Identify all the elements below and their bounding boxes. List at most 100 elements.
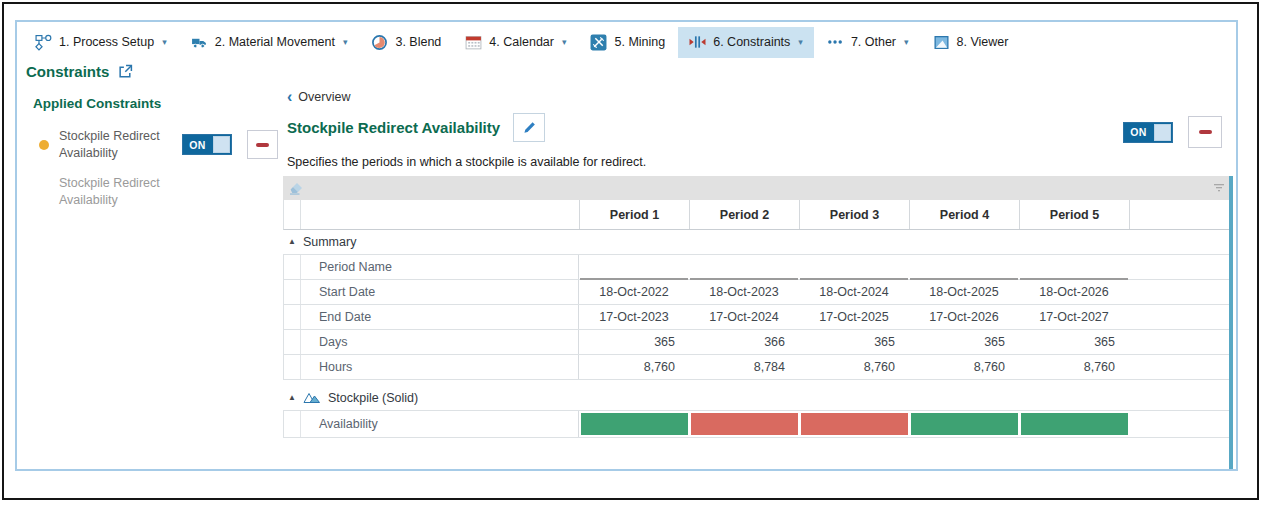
- chevron-down-icon: ▾: [798, 37, 803, 47]
- period-name-cell[interactable]: [909, 255, 1019, 279]
- collapse-triangle-icon[interactable]: ▲: [288, 238, 296, 246]
- tab-other[interactable]: 7. Other ▾: [816, 27, 920, 58]
- chevron-down-icon: ▾: [162, 37, 167, 47]
- column-header-period-1[interactable]: Period 1: [579, 200, 689, 229]
- start-date-cell[interactable]: 18-Oct-2025: [909, 280, 1019, 304]
- availability-cell[interactable]: [581, 413, 688, 435]
- end-date-cell[interactable]: 17-Oct-2024: [689, 305, 799, 329]
- availability-cell[interactable]: [691, 413, 798, 435]
- tab-constraints[interactable]: 6. Constraints ▾: [678, 27, 814, 58]
- constraint-description: Specifies the periods in which a stockpi…: [287, 155, 646, 169]
- constraint-on-toggle[interactable]: ON: [182, 134, 232, 155]
- table-row-start-date: Start Date 18-Oct-2022 18-Oct-2023 18-Oc…: [283, 279, 1233, 304]
- grid-scrollbar[interactable]: [1229, 176, 1233, 469]
- tab-label: 2. Material Movement: [215, 35, 335, 49]
- edit-name-button[interactable]: [513, 113, 545, 142]
- row-label: Days: [301, 330, 579, 354]
- group-row-stockpile[interactable]: ▲ Stockpile (Solid): [283, 386, 1233, 410]
- table-row-period-name: Period Name: [283, 254, 1233, 279]
- grid-toolbar: [283, 176, 1233, 200]
- period-name-cell[interactable]: [579, 255, 689, 279]
- end-date-cell[interactable]: 17-Oct-2027: [1019, 305, 1129, 329]
- constraint-label: Stockpile Redirect Availability: [59, 128, 173, 162]
- tab-calendar[interactable]: 4. Calendar ▾: [454, 27, 577, 58]
- tab-mining[interactable]: 5. Mining: [579, 27, 676, 58]
- column-header-period-3[interactable]: Period 3: [799, 200, 909, 229]
- toggle-knob: [213, 136, 230, 153]
- table-row-availability: Availability: [283, 410, 1233, 438]
- start-date-cell[interactable]: 18-Oct-2022: [579, 280, 689, 304]
- tab-blend[interactable]: 3. Blend: [360, 27, 452, 58]
- tab-material-movement[interactable]: 2. Material Movement ▾: [180, 27, 359, 58]
- days-cell[interactable]: 365: [1019, 330, 1129, 354]
- start-date-cell[interactable]: 18-Oct-2026: [1019, 280, 1129, 304]
- toggle-knob: [1154, 124, 1171, 141]
- days-cell[interactable]: 366: [689, 330, 799, 354]
- constraints-icon: [689, 34, 706, 51]
- back-label: Overview: [298, 90, 350, 104]
- applied-constraint-item[interactable]: Stockpile Redirect Availability ON: [33, 128, 289, 162]
- end-date-cell[interactable]: 17-Oct-2026: [909, 305, 1019, 329]
- tab-viewer[interactable]: 8. Viewer: [922, 27, 1020, 58]
- blend-icon: [371, 34, 388, 51]
- days-cell[interactable]: 365: [909, 330, 1019, 354]
- tab-label: 4. Calendar: [489, 35, 554, 49]
- column-header-period-4[interactable]: Period 4: [909, 200, 1019, 229]
- minus-icon: [256, 143, 269, 147]
- pencil-icon: [522, 120, 537, 135]
- row-label: Availability: [301, 411, 579, 437]
- hours-cell[interactable]: 8,784: [689, 355, 799, 379]
- column-header-period-2[interactable]: Period 2: [689, 200, 799, 229]
- material-movement-icon: [191, 34, 208, 51]
- row-indicator-header: [284, 200, 301, 229]
- detail-controls: ON: [1123, 116, 1222, 148]
- hours-cell[interactable]: 8,760: [1019, 355, 1129, 379]
- column-header-period-5[interactable]: Period 5: [1019, 200, 1129, 229]
- days-cell[interactable]: 365: [579, 330, 689, 354]
- chevron-down-icon: ▾: [562, 37, 567, 47]
- applied-constraints-heading: Applied Constraints: [33, 96, 161, 111]
- period-name-cell[interactable]: [1019, 255, 1129, 279]
- group-label: Stockpile (Solid): [328, 391, 418, 405]
- group-row-summary[interactable]: ▲ Summary: [283, 230, 1233, 254]
- tab-process-setup[interactable]: 1. Process Setup ▾: [24, 27, 178, 58]
- hours-cell[interactable]: 8,760: [579, 355, 689, 379]
- tab-label: 6. Constraints: [713, 35, 790, 49]
- remove-constraint-button[interactable]: [247, 130, 278, 159]
- back-to-overview-link[interactable]: ‹ Overview: [287, 90, 350, 104]
- row-label: Start Date: [301, 280, 579, 304]
- tab-label: 1. Process Setup: [59, 35, 154, 49]
- availability-cell[interactable]: [1021, 413, 1128, 435]
- table-row-days: Days 365 366 365 365 365: [283, 329, 1233, 354]
- page-title: Constraints: [26, 63, 109, 80]
- ellipsis-icon: [827, 34, 844, 51]
- end-date-cell[interactable]: 17-Oct-2025: [799, 305, 909, 329]
- eraser-icon[interactable]: [288, 180, 304, 196]
- availability-cell[interactable]: [911, 413, 1018, 435]
- open-external-icon[interactable]: [118, 64, 133, 79]
- tab-label: 8. Viewer: [957, 35, 1009, 49]
- page-header: Constraints: [26, 63, 133, 80]
- tab-label: 7. Other: [851, 35, 896, 49]
- hours-cell[interactable]: 8,760: [799, 355, 909, 379]
- status-dot-icon: [39, 140, 49, 150]
- start-date-cell[interactable]: 18-Oct-2024: [799, 280, 909, 304]
- hours-cell[interactable]: 8,760: [909, 355, 1019, 379]
- end-date-cell[interactable]: 17-Oct-2023: [579, 305, 689, 329]
- trailing-column-header: [1129, 200, 1233, 229]
- remove-detail-button[interactable]: [1188, 116, 1222, 148]
- collapse-triangle-icon[interactable]: ▲: [288, 394, 296, 402]
- row-label: End Date: [301, 305, 579, 329]
- grid-header-row: Period 1 Period 2 Period 3 Period 4 Peri…: [283, 200, 1233, 230]
- row-label: Period Name: [301, 255, 579, 279]
- availability-cell[interactable]: [801, 413, 908, 435]
- constraint-item-ghost[interactable]: Stockpile Redirect Availability: [59, 175, 183, 209]
- days-cell[interactable]: 365: [799, 330, 909, 354]
- start-date-cell[interactable]: 18-Oct-2023: [689, 280, 799, 304]
- filter-icon[interactable]: [1213, 183, 1225, 193]
- period-name-cell[interactable]: [799, 255, 909, 279]
- table-row-hours: Hours 8,760 8,784 8,760 8,760 8,760: [283, 354, 1233, 380]
- ribbon-toolbar: 1. Process Setup ▾ 2. Material Movement …: [19, 24, 1234, 60]
- detail-on-toggle[interactable]: ON: [1123, 122, 1173, 143]
- period-name-cell[interactable]: [689, 255, 799, 279]
